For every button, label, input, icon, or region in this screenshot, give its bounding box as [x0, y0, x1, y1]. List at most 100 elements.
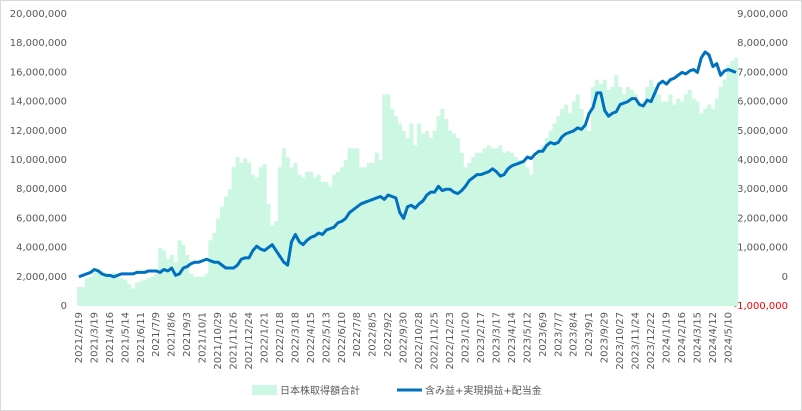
bar [239, 162, 244, 306]
x-tick-label: 2022/1/21 [259, 312, 270, 363]
bar [154, 273, 159, 306]
bar [146, 278, 151, 306]
bar [409, 123, 414, 306]
bar [529, 174, 534, 306]
bar [115, 276, 120, 306]
legend-label: 日本株取得額合計 [280, 384, 360, 397]
bar [676, 98, 681, 307]
bar [656, 94, 661, 306]
x-tick-label: 2022/9/30 [399, 312, 410, 363]
x-tick-label: 2022/11/25 [430, 312, 441, 370]
x-tick-label: 2022/8/5 [368, 312, 379, 357]
bar [192, 276, 198, 306]
bar [668, 94, 673, 306]
bar [281, 148, 286, 306]
y2-tick-label: 6,000,000 [737, 97, 788, 108]
x-tick-label: 2022/10/28 [414, 312, 425, 370]
x-tick-label: 2023/3/17 [491, 312, 502, 363]
legend-label: 含み益+実現損益+配当金 [425, 384, 542, 397]
x-tick-label: 2023/8/4 [569, 312, 580, 357]
y-tick-label: 12,000,000 [10, 126, 67, 137]
x-tick-label: 2023/2/17 [476, 312, 487, 363]
bar [204, 273, 209, 306]
bar [359, 167, 364, 306]
bar [138, 281, 143, 306]
bar [637, 104, 642, 307]
bar [366, 162, 371, 306]
y-tick-label: 8,000,000 [16, 184, 67, 195]
y2-tick-label: 5,000,000 [737, 126, 788, 137]
y-tick-label: 14,000,000 [10, 97, 67, 108]
bar [428, 138, 433, 306]
x-tick-label: 2021/8/6 [167, 312, 178, 357]
x-tick-label: 2024/5/10 [723, 312, 734, 363]
bar [695, 101, 700, 306]
y-tick-label: 18,000,000 [10, 38, 67, 49]
bar [444, 119, 449, 307]
bar [324, 181, 329, 306]
bar [343, 160, 348, 306]
y2-tick-label: 2,000,000 [737, 213, 788, 224]
bar [641, 101, 646, 306]
x-tick-label: 2021/10/29 [213, 312, 224, 370]
bar [351, 148, 356, 306]
x-tick-label: 2023/4/14 [507, 312, 518, 363]
x-tick-label: 2021/5/14 [120, 312, 131, 363]
bar [119, 278, 124, 306]
bar [289, 167, 294, 306]
x-tick-label: 2022/9/2 [383, 312, 394, 357]
bar [196, 276, 201, 306]
y2-tick-label: 1,000,000 [737, 243, 788, 254]
x-tick-label: 2021/7/9 [151, 312, 162, 357]
y-tick-label: 10,000,000 [10, 155, 67, 166]
bar [614, 75, 619, 306]
bar [363, 167, 368, 306]
y2-tick-label: 8,000,000 [737, 38, 788, 49]
bar [521, 162, 526, 306]
bar [200, 276, 205, 306]
bar [726, 65, 731, 306]
x-tick-label: 2022/5/13 [321, 312, 332, 363]
bar [432, 130, 437, 306]
bar [471, 157, 476, 306]
bar [142, 279, 147, 306]
bar [502, 152, 507, 306]
bar [332, 174, 337, 306]
bar [552, 123, 557, 306]
bar [451, 133, 457, 306]
y2-tick-label: 3,000,000 [737, 184, 788, 195]
y-tick-label: 6,000,000 [16, 213, 67, 224]
bar [88, 276, 93, 306]
bar [107, 273, 112, 306]
bar [680, 101, 685, 306]
bar [440, 108, 445, 307]
bar [513, 157, 518, 306]
bar [84, 278, 89, 306]
bar [131, 288, 136, 306]
x-tick-label: 2023/10/27 [615, 312, 626, 370]
bar [660, 101, 665, 306]
bar [393, 116, 399, 306]
bar [96, 269, 101, 306]
bar [436, 116, 441, 306]
bar [652, 87, 658, 306]
bar [475, 152, 480, 306]
bar [649, 79, 654, 306]
x-tick-label: 2021/10/1 [198, 312, 209, 363]
bar [718, 87, 723, 306]
bar [347, 148, 352, 306]
bar [150, 276, 155, 306]
x-tick-label: 2024/3/15 [692, 312, 703, 363]
bar [254, 177, 259, 306]
bar [710, 108, 716, 307]
bar [699, 113, 704, 306]
bar [560, 108, 565, 307]
bar [100, 273, 105, 306]
bar [355, 148, 360, 306]
x-tick-label: 2023/1/20 [460, 312, 471, 363]
y-tick-label: 0 [61, 301, 67, 312]
bar [490, 148, 495, 306]
bar [448, 130, 453, 306]
bar [672, 104, 677, 307]
bar [606, 89, 611, 306]
